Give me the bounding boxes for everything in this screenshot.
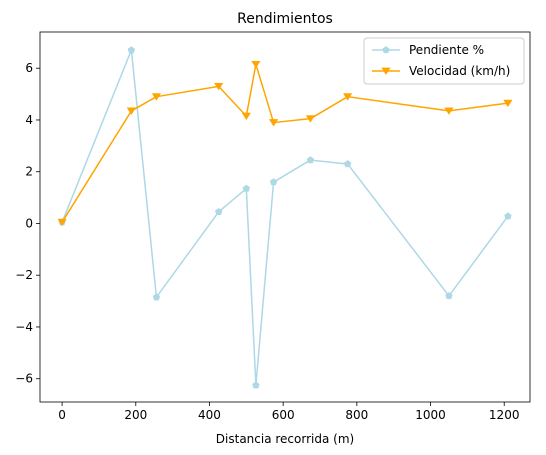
data-point xyxy=(214,82,224,91)
legend-marker xyxy=(382,46,390,54)
plot-area xyxy=(39,31,531,403)
y-tick-label: 4 xyxy=(25,113,33,127)
legend-item: Velocidad (km/h) xyxy=(372,64,510,78)
series-velocidad xyxy=(57,60,513,227)
data-point xyxy=(242,184,251,192)
x-axis: 0 200 400 600 800 1000 1200 xyxy=(58,402,519,422)
data-point xyxy=(445,292,453,300)
data-point xyxy=(252,381,260,389)
data-point xyxy=(342,93,353,101)
data-point xyxy=(214,207,223,215)
x-tick-label: 200 xyxy=(124,408,147,422)
data-point xyxy=(269,178,278,186)
x-tick-label: 0 xyxy=(58,408,66,422)
data-point xyxy=(127,46,136,54)
data-point xyxy=(504,212,512,220)
x-tick-label: 1000 xyxy=(415,408,446,422)
x-tick-label: 800 xyxy=(345,408,368,422)
data-point xyxy=(444,107,454,115)
data-point xyxy=(57,218,67,227)
data-point xyxy=(305,115,316,123)
data-point xyxy=(343,160,352,168)
y-tick-label: −2 xyxy=(15,268,33,282)
legend-item: Pendiente % xyxy=(372,43,484,57)
chart-title: Rendimientos xyxy=(237,11,333,27)
data-point xyxy=(503,99,513,108)
y-tick-label: 0 xyxy=(25,216,33,230)
data-point xyxy=(306,156,315,164)
data-point xyxy=(152,293,161,301)
data-point xyxy=(151,93,162,101)
legend-marker xyxy=(381,67,391,76)
series-pendiente xyxy=(58,46,512,389)
x-tick-label: 1200 xyxy=(489,408,520,422)
y-tick-label: 2 xyxy=(25,165,33,179)
data-point xyxy=(126,107,137,115)
data-point xyxy=(268,119,279,127)
legend-box xyxy=(363,37,525,85)
legend-label: Velocidad (km/h) xyxy=(409,64,510,78)
data-point xyxy=(241,112,251,121)
y-tick-label: 6 xyxy=(25,61,33,75)
y-tick-label: −4 xyxy=(15,320,33,334)
y-tick-label: −6 xyxy=(15,372,33,386)
x-tick-label: 400 xyxy=(198,408,221,422)
x-tick-label: 600 xyxy=(272,408,295,422)
plot-frame xyxy=(39,31,531,403)
legend-label: Pendiente % xyxy=(409,43,484,57)
y-axis: −6 −4 −2 0 2 4 6 xyxy=(15,61,40,386)
legend: Pendiente % Velocidad (km/h) xyxy=(363,37,525,85)
data-point xyxy=(251,60,261,69)
x-axis-title: Distancia recorrida (m) xyxy=(216,432,354,446)
